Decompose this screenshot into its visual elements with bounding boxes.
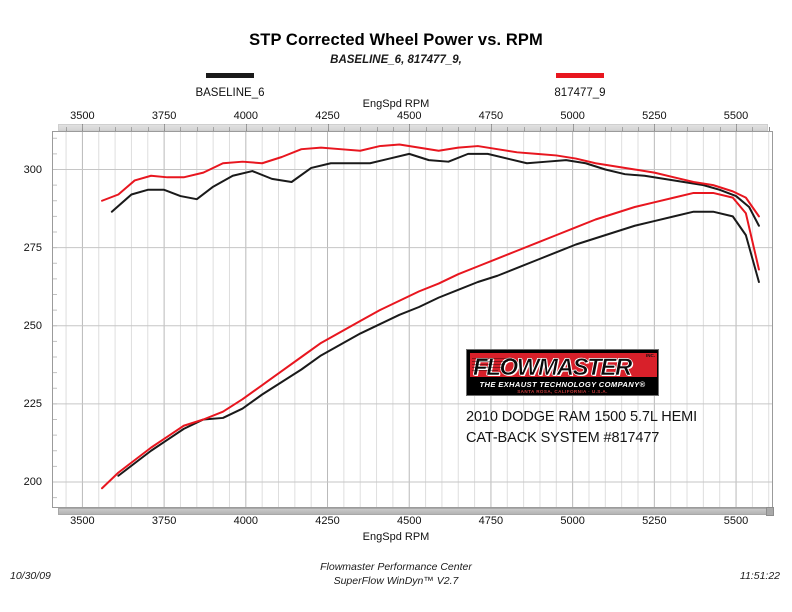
x-tick-label: 5250 [642, 110, 667, 122]
x-tick-label: 3750 [151, 515, 177, 527]
plot-area [52, 131, 773, 508]
x-tick-label: 3750 [151, 110, 177, 122]
logo-stripe [472, 364, 505, 365]
x-tick-label: 4000 [233, 110, 259, 122]
y-tick-label: 300 [23, 163, 42, 176]
chart-subtitle: BASELINE_6, 817477_9, [330, 54, 462, 66]
footer: 10/30/09 Flowmaster Performance Center S… [0, 560, 792, 590]
logo-stripe [472, 358, 512, 359]
legend-item-part: 817477_9 [500, 73, 660, 101]
x-tick-label: 4750 [478, 515, 504, 527]
x-tick-label: 3500 [70, 515, 95, 527]
logo-wordmark: FLOWMASTER [473, 354, 633, 381]
x-tick-label: 5000 [560, 110, 585, 122]
vehicle-caption: 2010 DODGE RAM 1500 5.7L HEMI [466, 409, 698, 425]
y-tick-label: 275 [23, 241, 42, 254]
y-tick-label: 200 [23, 476, 42, 488]
series-curve [101, 191, 760, 490]
logo-stripe [472, 370, 498, 371]
plot-curves [53, 132, 772, 507]
series-curve [117, 210, 760, 477]
legend-label-baseline: BASELINE_6 [195, 87, 265, 99]
x-tick-label: 5500 [723, 515, 749, 527]
plot-scrollbar-top[interactable] [58, 124, 768, 131]
flowmaster-logo: FLOWMASTER INC. THE EXHAUST TECHNOLOGY C… [466, 349, 659, 396]
logo-tagline: THE EXHAUST TECHNOLOGY COMPANY® [479, 380, 646, 389]
series-curve [101, 143, 760, 218]
system-caption: CAT-BACK SYSTEM #817477 [466, 430, 660, 446]
x-minor-tick-mark [768, 127, 770, 131]
legend-swatch-part [556, 73, 604, 78]
y-tick-label: 250 [23, 319, 42, 332]
logo-stripe [472, 367, 502, 368]
footer-date: 10/30/09 [10, 570, 51, 582]
x-axis-ticklabels-bottom: 3500 3750 4000 4250 4500 4750 5000 5250 5500 [0, 515, 792, 529]
flowmaster-logo-block: FLOWMASTER INC. THE EXHAUST TECHNOLOGY C… [466, 349, 730, 446]
logo-stripe [472, 361, 509, 362]
x-tick-label: 4750 [478, 110, 504, 122]
y-axis-ticklabels: 200 225 250 275 300 [0, 131, 46, 508]
x-tick-label: 3500 [70, 110, 95, 122]
legend-label-part: 817477_9 [554, 87, 606, 99]
x-tick-label: 4500 [396, 515, 422, 527]
x-tick-label: 4250 [315, 110, 340, 122]
x-tick-label: 5250 [642, 515, 667, 527]
x-tick-label: 5000 [560, 515, 585, 527]
footer-software: SuperFlow WinDyn™ V2.7 [333, 575, 459, 587]
plot-scrollbar-bottom[interactable] [58, 508, 768, 515]
x-tick-label: 4250 [315, 515, 340, 527]
x-tick-label: 5500 [723, 110, 749, 122]
logo-inc-mark: INC. [646, 353, 655, 358]
legend-item-baseline: BASELINE_6 [150, 73, 310, 101]
y-tick-label: 225 [23, 397, 42, 410]
footer-time: 11:51:22 [739, 570, 780, 582]
x-tick-label: 4000 [233, 515, 259, 527]
x-axis-ticklabels-top: 3500 3750 4000 4250 4500 4750 5000 5250 5500 [0, 110, 792, 124]
footer-center: Flowmaster Performance Center SuperFlow … [0, 560, 792, 588]
footer-facility: Flowmaster Performance Center [320, 561, 472, 573]
x-tick-label: 4500 [396, 110, 422, 122]
page-title: STP Corrected Wheel Power vs. RPM [249, 31, 543, 49]
logo-red-band [470, 353, 657, 377]
legend-swatch-baseline [206, 73, 254, 78]
scrollbar-right-cap[interactable] [766, 507, 774, 516]
logo-city: SANTA ROSA, CALIFORNIA · U.S.A. [517, 389, 608, 394]
x-axis-title-bottom: EngSpd RPM [362, 531, 430, 543]
series-curve [110, 152, 760, 227]
x-axis-title-top: EngSpd RPM [362, 98, 430, 110]
